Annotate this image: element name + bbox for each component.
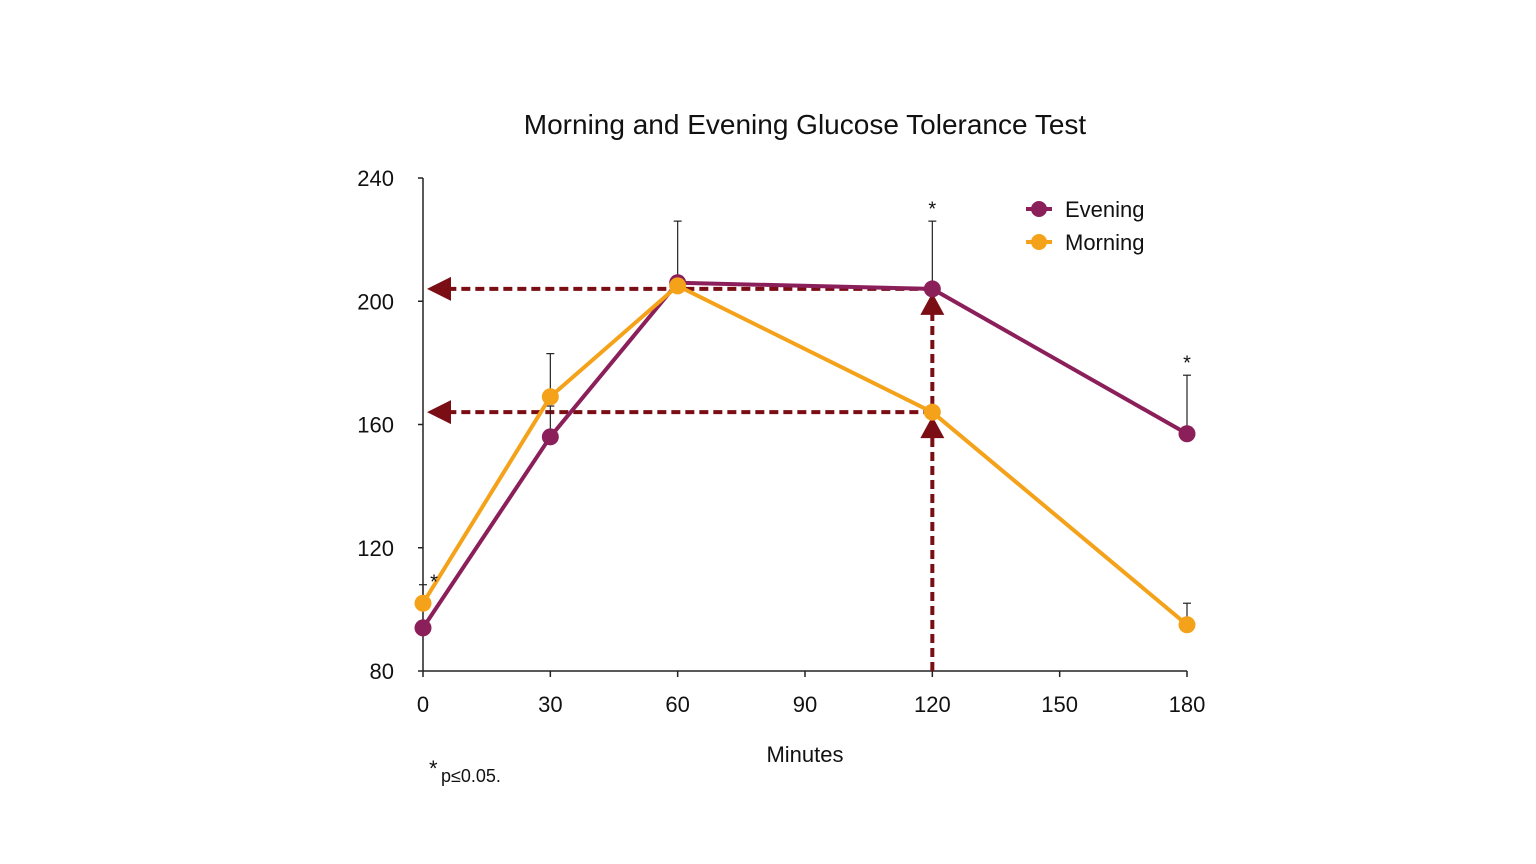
data-point	[541, 428, 559, 446]
arrow-head-up	[920, 416, 945, 439]
footnote-symbol: *	[429, 756, 438, 781]
data-point	[414, 619, 432, 637]
significance-star: *	[430, 571, 438, 593]
data-point	[541, 388, 559, 406]
data-point	[923, 280, 941, 298]
footnote: * p≤0.05.	[429, 756, 501, 786]
significance-star: *	[1183, 353, 1191, 375]
arrow-head-left	[427, 276, 451, 301]
legend-swatch-marker	[1031, 234, 1047, 250]
significance-star: *	[928, 199, 936, 221]
annotation-arrows	[427, 276, 945, 671]
x-tick-label: 0	[417, 692, 429, 717]
legend-label: Morning	[1065, 230, 1144, 255]
arrow-head-left	[427, 400, 451, 425]
data-point	[923, 403, 941, 421]
y-tick-label: 120	[357, 536, 394, 561]
footnote-text: p≤0.05.	[441, 766, 501, 786]
y-tick-label: 240	[357, 166, 394, 191]
arrow-head-up	[920, 292, 945, 315]
x-axis-label: Minutes	[766, 742, 843, 767]
legend-item-evening: Evening	[1026, 197, 1145, 222]
x-tick-label: 120	[914, 692, 951, 717]
x-tick-label: 150	[1041, 692, 1078, 717]
series-morning	[414, 277, 1196, 634]
data-series	[414, 220, 1196, 637]
x-tick-label: 90	[793, 692, 817, 717]
axes: 80 120 160 200 240 0 30 60 90 120 150 180	[357, 166, 1205, 717]
y-tick-label: 160	[357, 413, 394, 438]
y-tick-label: 80	[370, 659, 394, 684]
x-tick-label: 60	[665, 692, 689, 717]
legend-label: Evening	[1065, 197, 1145, 222]
x-tick-label: 180	[1169, 692, 1206, 717]
data-point	[669, 277, 687, 295]
series-line	[421, 280, 1188, 629]
legend-swatch-marker	[1031, 201, 1047, 217]
significance-markers: * * *	[430, 199, 1191, 594]
chart-title: Morning and Evening Glucose Tolerance Te…	[524, 109, 1087, 140]
data-point	[1178, 616, 1196, 634]
legend: Evening Morning	[1026, 197, 1145, 255]
x-tick-label: 30	[538, 692, 562, 717]
data-point	[1178, 425, 1196, 443]
data-point	[414, 594, 432, 612]
y-tick-label: 200	[357, 289, 394, 314]
legend-item-morning: Morning	[1026, 230, 1144, 255]
